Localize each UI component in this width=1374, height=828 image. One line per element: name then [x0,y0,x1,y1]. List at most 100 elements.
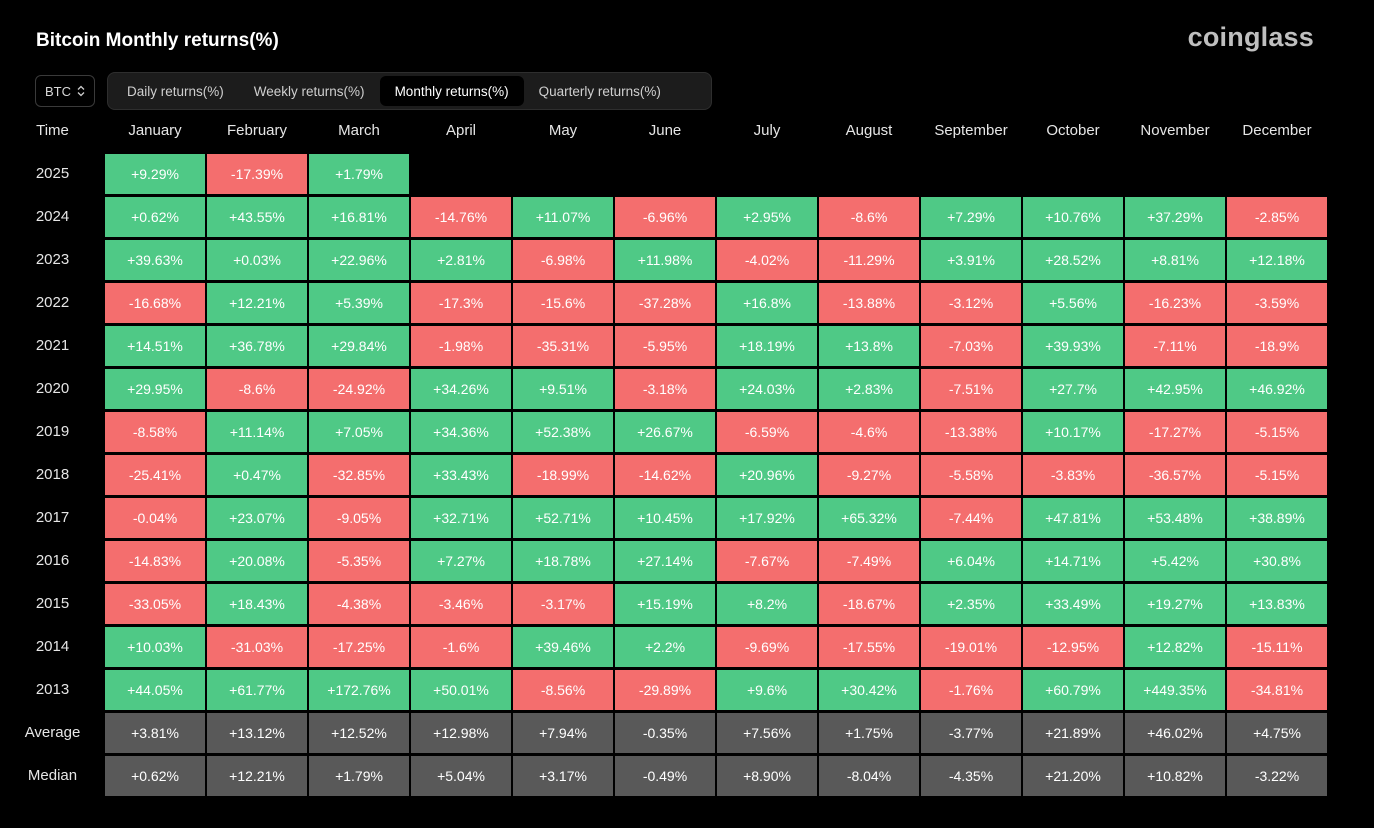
return-cell-august: -8.04% [819,756,919,796]
return-cell-august: -7.49% [819,541,919,581]
return-cell-august: -13.88% [819,283,919,323]
return-cell-january: -14.83% [105,541,205,581]
returns-period-tabs: Daily returns(%) Weekly returns(%) Month… [107,72,712,110]
return-cell-may: +52.71% [513,498,613,538]
asset-select[interactable]: BTC [35,75,95,107]
return-cell-january: +44.05% [105,670,205,710]
return-cell-september: -7.44% [921,498,1021,538]
column-header-june: June [648,122,682,139]
row-label: Average [24,724,81,741]
return-cell-may: +9.51% [513,369,613,409]
return-cell-july: +17.92% [717,498,817,538]
row-label: 2016 [35,552,70,569]
row-label: 2024 [35,208,70,225]
asset-select-value: BTC [45,83,71,99]
return-cell-august: -11.29% [819,240,919,280]
tab-monthly-returns[interactable]: Monthly returns(%) [379,76,524,106]
return-cell-april: +34.36% [411,412,511,452]
return-cell-november: +19.27% [1125,584,1225,624]
return-cell-january: +10.03% [105,627,205,667]
table-row: 2025 +9.29% -17.39% +1.79% [0,153,1374,194]
row-label: 2014 [35,638,70,655]
return-cell-february: +43.55% [207,197,307,237]
return-cell-april: +12.98% [411,713,511,753]
column-header-september: September [934,122,1008,139]
return-cell-march: -17.25% [309,627,409,667]
return-cell-june: -3.18% [615,369,715,409]
return-cell-april: -3.46% [411,584,511,624]
return-cell-june: -6.96% [615,197,715,237]
return-cell-january: -25.41% [105,455,205,495]
return-cell-december: -34.81% [1227,670,1327,710]
return-cell-october: +27.7% [1023,369,1123,409]
return-cell-june: +2.2% [615,627,715,667]
return-cell-january: -16.68% [105,283,205,323]
return-cell-november: -7.11% [1125,326,1225,366]
return-cell-may: -35.31% [513,326,613,366]
return-cell-july: +24.03% [717,369,817,409]
column-header-november: November [1140,122,1210,139]
return-cell-august: -9.27% [819,455,919,495]
return-cell-december: -5.15% [1227,455,1327,495]
return-cell-october: +5.56% [1023,283,1123,323]
return-cell-march: +5.39% [309,283,409,323]
return-cell-august: +1.75% [819,713,919,753]
return-cell-november: +37.29% [1125,197,1225,237]
tab-weekly-returns[interactable]: Weekly returns(%) [253,83,365,99]
table-row: 2023 +39.63% +0.03% +22.96% +2.81% -6.98% +11.… [0,239,1374,280]
return-cell-april: +7.27% [411,541,511,581]
tab-quarterly-returns[interactable]: Quarterly returns(%) [538,83,661,99]
row-label: 2023 [35,251,70,268]
return-cell-february: +0.03% [207,240,307,280]
return-cell-april: -1.6% [411,627,511,667]
chevron-up-down-icon [77,85,85,97]
return-cell-september: -3.77% [921,713,1021,753]
return-cell-september: +7.29% [921,197,1021,237]
return-cell-september: +2.35% [921,584,1021,624]
return-cell-february: +61.77% [207,670,307,710]
return-cell-february: +0.47% [207,455,307,495]
return-cell-december: -3.22% [1227,756,1327,796]
column-header-october: October [1046,122,1100,139]
table-row: 2014 +10.03% -31.03% -17.25% -1.6% +39.46% +2.… [0,626,1374,667]
return-cell-march: -24.92% [309,369,409,409]
tab-daily-returns[interactable]: Daily returns(%) [127,83,224,99]
summary-row-average: Average +3.81% +13.12% +12.52% +12.98% +7.94%… [0,712,1374,753]
return-cell-february: +11.14% [207,412,307,452]
row-label: 2015 [35,595,70,612]
column-header-april: April [445,122,476,139]
return-cell-october: -3.83% [1023,455,1123,495]
return-cell-may: +52.38% [513,412,613,452]
return-cell-november: +10.82% [1125,756,1225,796]
column-header-july: July [753,122,781,139]
return-cell-february: -17.39% [207,154,307,194]
return-cell-december: -2.85% [1227,197,1327,237]
return-cell-may: +18.78% [513,541,613,581]
return-cell-may: -3.17% [513,584,613,624]
return-cell-october: +60.79% [1023,670,1123,710]
return-cell-july: -7.67% [717,541,817,581]
row-label: 2020 [35,380,70,397]
return-cell-june: -0.49% [615,756,715,796]
return-cell-november: +12.82% [1125,627,1225,667]
return-cell-december: +12.18% [1227,240,1327,280]
table-row: 2013 +44.05% +61.77% +172.76% +50.01% -8.56% -… [0,669,1374,710]
return-cell-june: -37.28% [615,283,715,323]
return-cell-january: +9.29% [105,154,205,194]
return-cell-march: +1.79% [309,756,409,796]
return-cell-january: -0.04% [105,498,205,538]
return-cell-may: -8.56% [513,670,613,710]
return-cell-april: +34.26% [411,369,511,409]
return-cell-may: -18.99% [513,455,613,495]
return-cell-september: +3.91% [921,240,1021,280]
row-label: 2025 [35,165,70,182]
table-row: 2021 +14.51% +36.78% +29.84% -1.98% -35.31% -5… [0,325,1374,366]
return-cell-november: -17.27% [1125,412,1225,452]
return-cell-november: +53.48% [1125,498,1225,538]
return-cell-july: +9.6% [717,670,817,710]
return-cell-june: -29.89% [615,670,715,710]
return-cell-march: -4.38% [309,584,409,624]
table-row: 2015 -33.05% +18.43% -4.38% -3.46% -3.17% +15.… [0,583,1374,624]
row-label: 2021 [35,337,70,354]
return-cell-october: +33.49% [1023,584,1123,624]
